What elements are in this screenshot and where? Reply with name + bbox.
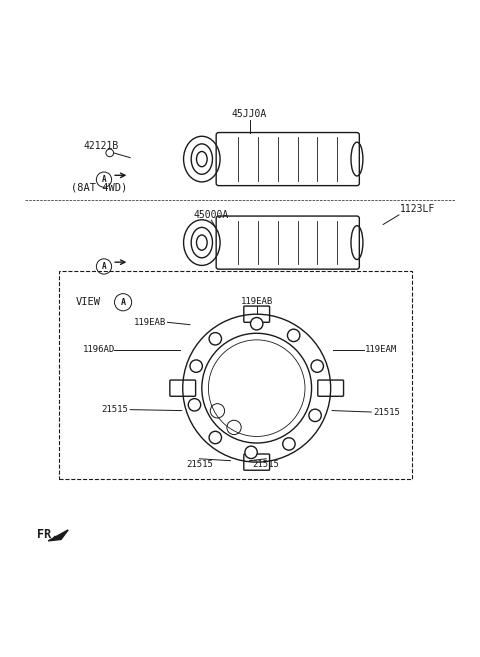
Text: A: A [120,298,126,307]
Text: 1196AD: 1196AD [83,346,115,355]
Circle shape [309,409,321,422]
Text: 21515: 21515 [101,405,128,414]
Text: 119EAM: 119EAM [365,346,397,355]
Polygon shape [48,530,68,541]
Text: FR.: FR. [37,528,59,541]
Circle shape [209,332,221,345]
Circle shape [283,438,295,450]
Text: 119EAB: 119EAB [134,318,166,327]
Circle shape [245,446,257,459]
Circle shape [311,360,324,373]
Text: 42121B: 42121B [84,141,119,151]
Text: A: A [102,175,106,184]
Text: 45000A: 45000A [194,210,229,219]
Circle shape [188,399,201,411]
Text: 119EAB: 119EAB [240,296,273,306]
Circle shape [190,360,203,373]
Text: VIEW: VIEW [75,297,100,307]
Circle shape [288,329,300,342]
Text: 21515: 21515 [253,460,280,468]
Text: 21515: 21515 [373,407,400,417]
Circle shape [106,149,114,157]
Circle shape [251,317,263,330]
Text: 21515: 21515 [186,460,213,468]
Text: 1123LF: 1123LF [400,204,435,214]
Text: (8AT 4WD): (8AT 4WD) [71,183,127,193]
Text: 45JJ0A: 45JJ0A [232,110,267,120]
Text: A: A [102,262,106,271]
Bar [59,271,412,479]
Circle shape [209,431,221,443]
